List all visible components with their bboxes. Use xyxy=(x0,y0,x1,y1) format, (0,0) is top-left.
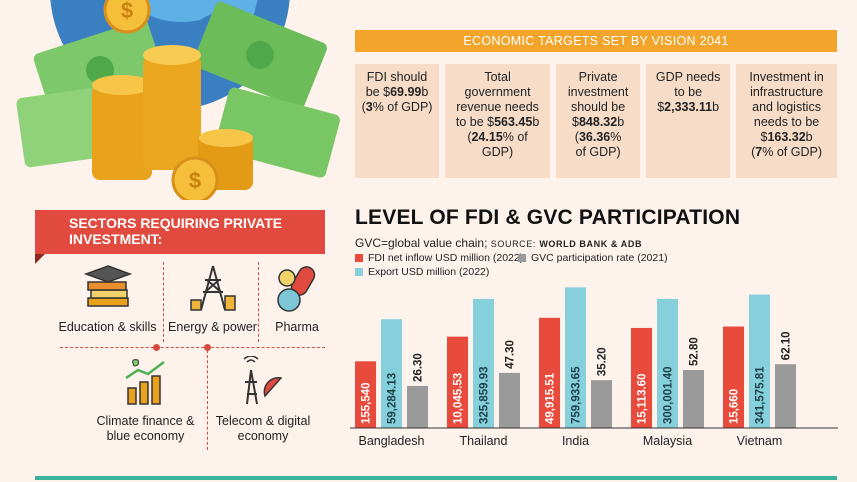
chart-subtitle: GVC=global value chain; SOURCE: WORLD BA… xyxy=(355,236,642,250)
sector-label: Energy & power xyxy=(168,320,257,334)
data-label: 300,001.40 xyxy=(663,366,675,424)
bar xyxy=(355,361,376,428)
bar xyxy=(447,336,468,428)
money-coins-illustration: $ $ xyxy=(16,0,340,200)
bar-chart: 155,540 59,284.13 26.30 Bangladesh 10,045.53… xyxy=(350,287,838,448)
sector-label-line: economy xyxy=(237,429,289,443)
category-label: Malaysia xyxy=(643,434,692,448)
sector-pharma: Pharma xyxy=(262,262,332,335)
data-label: 10,045.53 xyxy=(453,373,465,424)
legend-swatch xyxy=(518,254,526,262)
bar xyxy=(631,327,652,428)
bar xyxy=(565,287,586,428)
targets-header: ECONOMIC TARGETS SET BY VISION 2041 xyxy=(355,30,837,52)
bar xyxy=(407,385,428,428)
graduation-cap-books-icon xyxy=(83,265,132,307)
divider xyxy=(207,350,208,450)
target-card-infrastructure: Investment in infrastructure and logistics… xyxy=(736,64,837,178)
bottom-rule xyxy=(35,476,837,480)
bar xyxy=(723,326,744,428)
target-card-gdp: GDP needs to be $2,333.11b xyxy=(646,64,731,178)
svg-text:$: $ xyxy=(189,168,201,193)
sectors-header: SECTORS REQUIRING PRIVATE INVESTMENT: xyxy=(35,210,325,264)
legend-label: GVC participation rate (2021) xyxy=(531,252,668,264)
source-name: WORLD BANK & ADB xyxy=(539,239,643,249)
sector-education: Education & skills xyxy=(55,262,160,335)
data-label: 325,859.93 xyxy=(479,366,491,424)
coin-stack-icon: $ $ xyxy=(92,0,253,200)
category-label: Thailand xyxy=(460,434,508,448)
sector-label: Telecom & digital economy xyxy=(208,414,318,444)
plant-coins-chart-icon xyxy=(124,359,165,405)
data-label: 26.30 xyxy=(413,353,425,382)
legend-swatch xyxy=(355,268,363,276)
data-label: 15,660 xyxy=(729,389,741,424)
legend-swatch xyxy=(355,254,363,262)
legend-item: Export USD million (2022) xyxy=(355,266,489,278)
bar xyxy=(657,298,678,428)
sector-label-line: blue economy xyxy=(106,429,185,443)
power-tower-icon xyxy=(189,265,236,311)
target-card-private-investment: Private investment should be $848.32b (36.36… xyxy=(556,64,641,178)
chart-subtitle-text: GVC=global value chain; xyxy=(355,236,488,250)
bar xyxy=(473,298,494,428)
data-label: 15,113.60 xyxy=(637,373,649,424)
legend-label: FDI net inflow USD million (2022) xyxy=(368,252,524,264)
bar xyxy=(499,372,520,428)
source-label: SOURCE: xyxy=(490,239,536,249)
divider xyxy=(258,262,259,342)
divider-dot xyxy=(153,344,160,351)
bar xyxy=(381,319,402,428)
bar xyxy=(683,370,704,428)
sectors-header-line-1: SECTORS REQUIRING PRIVATE xyxy=(69,215,283,231)
target-card-revenue: Total government revenue needs to be $563.4… xyxy=(445,64,551,178)
sector-label: Climate finance & blue economy xyxy=(88,414,203,444)
bar xyxy=(775,364,796,428)
sector-climate: Climate finance & blue economy xyxy=(88,356,203,444)
divider-dot xyxy=(204,344,211,351)
sector-energy: Energy & power xyxy=(165,262,260,335)
bar xyxy=(749,294,770,428)
category-label: Vietnam xyxy=(737,434,783,448)
data-label: 59,284.13 xyxy=(387,373,399,424)
data-label: 47.30 xyxy=(505,340,517,369)
svg-text:$: $ xyxy=(121,0,133,23)
chart-title: LEVEL OF FDI & GVC PARTICIPATION xyxy=(355,206,741,229)
data-label: 35.20 xyxy=(597,347,609,376)
sectors-header-line-2: INVESTMENT: xyxy=(69,231,163,247)
bar xyxy=(591,380,612,428)
legend-item: GVC participation rate (2021) xyxy=(518,252,668,264)
data-label: 49,915.51 xyxy=(545,372,557,424)
divider xyxy=(163,262,164,342)
data-label: 62.10 xyxy=(781,331,793,360)
pills-icon xyxy=(277,266,316,312)
satellite-dish-icon xyxy=(243,356,283,405)
sector-telecom: Telecom & digital economy xyxy=(208,356,318,444)
data-label: 155,540 xyxy=(361,382,373,424)
divider xyxy=(60,347,325,348)
category-label: India xyxy=(562,434,589,448)
bar xyxy=(539,317,560,428)
sector-label: Pharma xyxy=(275,320,319,334)
data-label: 52.80 xyxy=(689,337,701,366)
sector-label: Education & skills xyxy=(58,320,157,334)
legend-label: Export USD million (2022) xyxy=(368,266,490,278)
legend-item: FDI net inflow USD million (2022) xyxy=(355,252,523,264)
target-card-fdi: FDI should be $69.99b (3% of GDP) xyxy=(355,64,440,178)
targets-row: FDI should be $69.99b (3% of GDP) Total gov… xyxy=(355,64,837,178)
category-label: Bangladesh xyxy=(358,434,424,448)
sector-label-line: Climate finance & xyxy=(96,414,195,428)
sector-label-line: Telecom & digital xyxy=(215,414,311,428)
data-label: 341,575.81 xyxy=(755,366,767,424)
data-label: 759,933.65 xyxy=(571,366,583,424)
